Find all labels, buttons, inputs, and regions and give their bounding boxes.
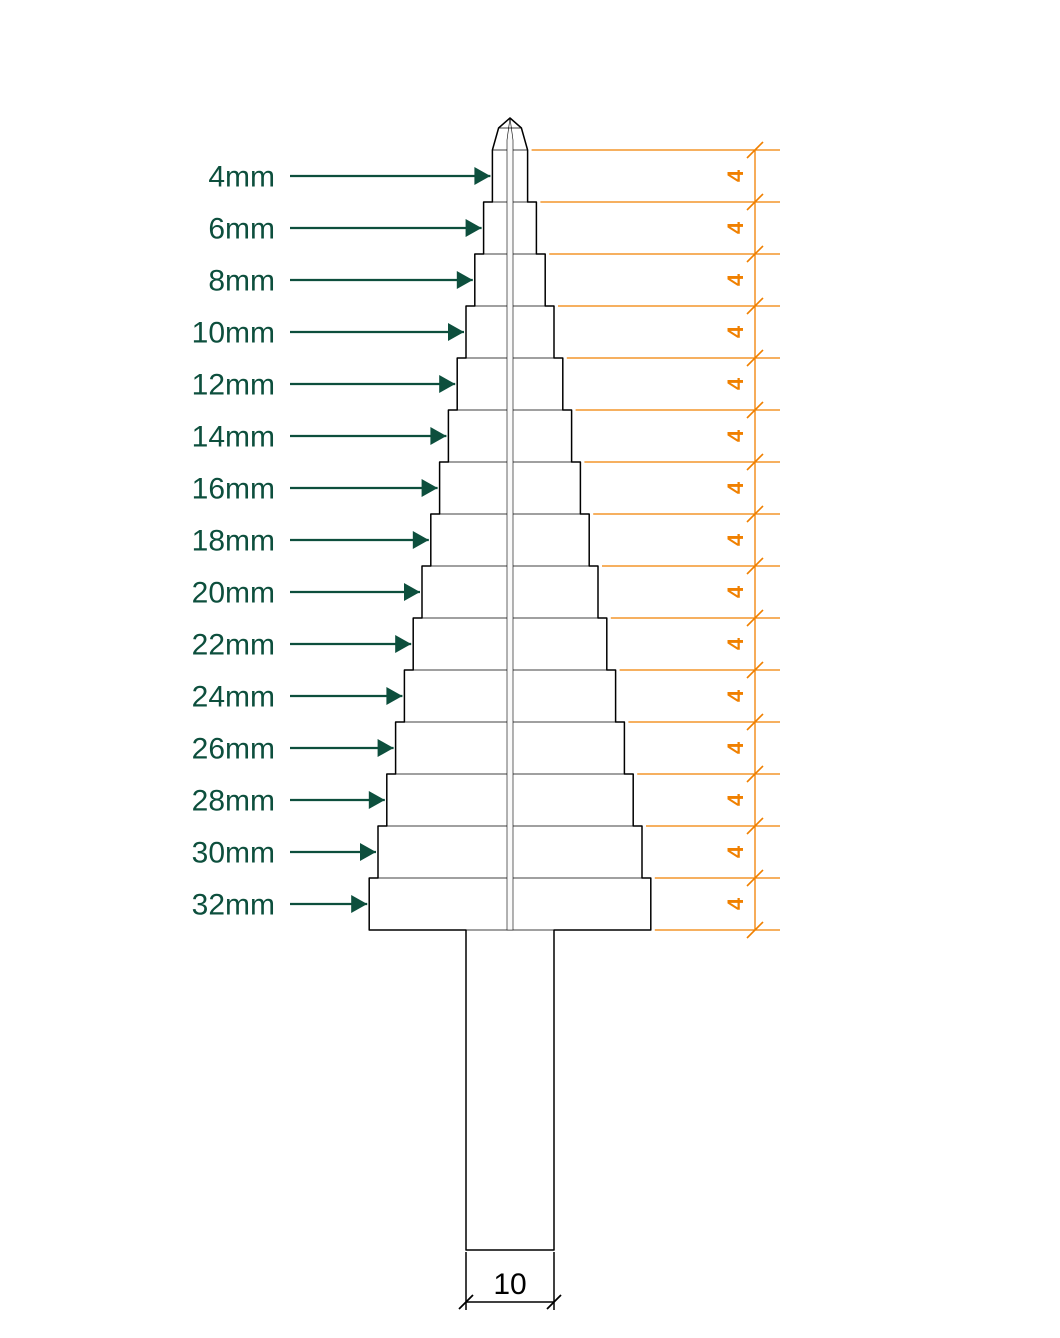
step-height-value: 4 bbox=[723, 221, 748, 234]
arrowhead-icon bbox=[439, 375, 455, 393]
arrowhead-icon bbox=[466, 219, 482, 237]
step-height-value: 4 bbox=[723, 533, 748, 546]
step-height-value: 4 bbox=[723, 377, 748, 390]
technical-drawing: 4mm 6mm 8mm 10mm 12mm 14mm 16mm 18mm 20mm 22mm 24m… bbox=[0, 0, 1060, 1338]
arrowhead-icon bbox=[378, 739, 394, 757]
arrowhead-icon bbox=[351, 895, 367, 913]
arrowhead-icon bbox=[395, 635, 411, 653]
arrowhead-icon bbox=[457, 271, 473, 289]
arrowhead-icon bbox=[413, 531, 429, 549]
diameter-label: 16mm bbox=[192, 473, 275, 506]
step-height-value: 4 bbox=[723, 169, 748, 182]
step-height-value: 4 bbox=[723, 325, 748, 338]
step-height-value: 4 bbox=[723, 897, 748, 910]
diameter-label: 12mm bbox=[192, 369, 275, 402]
arrowhead-icon bbox=[360, 843, 376, 861]
step-height-value: 4 bbox=[723, 273, 748, 286]
diameter-label: 10mm bbox=[192, 317, 275, 350]
step-height-value: 4 bbox=[723, 793, 748, 806]
step-height-value: 4 bbox=[723, 481, 748, 494]
step-height-value: 4 bbox=[723, 637, 748, 650]
diameter-label: 14mm bbox=[192, 421, 275, 454]
flute-line bbox=[507, 118, 513, 930]
arrowhead-icon bbox=[369, 791, 385, 809]
arrowhead-icon bbox=[386, 687, 402, 705]
step-height-value: 4 bbox=[723, 741, 748, 754]
step-height-value: 4 bbox=[723, 845, 748, 858]
diameter-label: 4mm bbox=[208, 161, 275, 194]
step-height-value: 4 bbox=[723, 429, 748, 442]
diameter-label: 32mm bbox=[192, 889, 275, 922]
step-height-value: 4 bbox=[723, 689, 748, 702]
diameter-label: 18mm bbox=[192, 525, 275, 558]
diameter-label: 24mm bbox=[192, 681, 275, 714]
arrowhead-icon bbox=[422, 479, 438, 497]
arrowhead-icon bbox=[448, 323, 464, 341]
diameter-label: 6mm bbox=[208, 213, 275, 246]
diameter-label: 22mm bbox=[192, 629, 275, 662]
shank-width-value: 10 bbox=[493, 1268, 526, 1301]
diameter-label: 8mm bbox=[208, 265, 275, 298]
step-height-value: 4 bbox=[723, 585, 748, 598]
arrowhead-icon bbox=[474, 167, 490, 185]
arrowhead-icon bbox=[430, 427, 446, 445]
diameter-label: 28mm bbox=[192, 785, 275, 818]
diameter-label: 20mm bbox=[192, 577, 275, 610]
diameter-label: 26mm bbox=[192, 733, 275, 766]
arrowhead-icon bbox=[404, 583, 420, 601]
diameter-label: 30mm bbox=[192, 837, 275, 870]
